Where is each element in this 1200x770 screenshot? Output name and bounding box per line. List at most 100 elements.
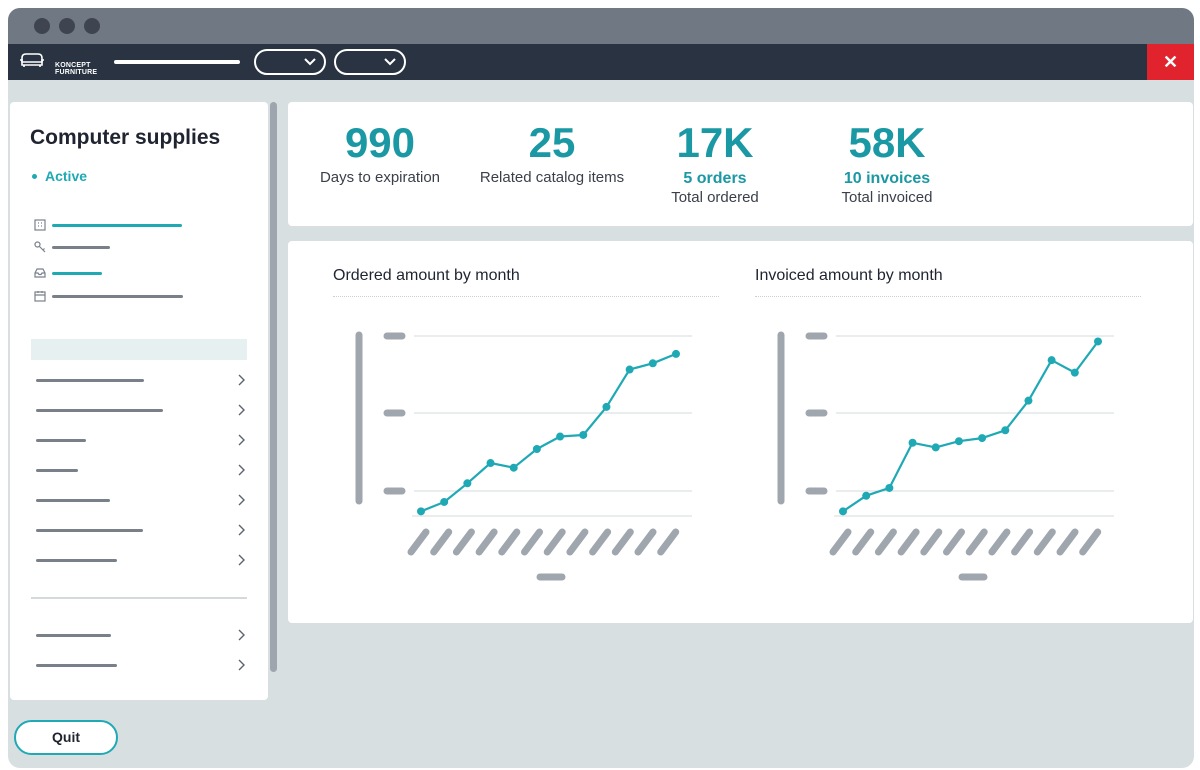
invoiced-amount-chart (777, 331, 1114, 581)
chevron-right-icon (238, 404, 245, 416)
chart-title: Ordered amount by month (333, 267, 520, 284)
data-point (463, 479, 472, 488)
data-point (579, 430, 588, 439)
x-tick-label (430, 528, 453, 556)
building-icon (34, 219, 46, 231)
brand-line-2: FURNITURE (55, 69, 98, 76)
data-point (1070, 368, 1079, 377)
close-button[interactable]: ✕ (1147, 44, 1194, 80)
filter-dropdown-2[interactable] (334, 49, 406, 75)
x-tick-label (920, 528, 943, 556)
data-point (908, 438, 917, 447)
orders-link[interactable]: 5 orders (683, 170, 747, 187)
x-tick-label (874, 528, 897, 556)
nav-item[interactable] (36, 628, 246, 644)
x-tick-label (988, 528, 1011, 556)
series-line (420, 352, 677, 513)
data-point (1094, 337, 1102, 346)
chevron-right-icon (238, 524, 245, 536)
window-control-dot[interactable] (34, 18, 50, 34)
nav-item-label (36, 409, 163, 412)
data-point (532, 444, 541, 453)
chevron-down-icon (384, 58, 396, 66)
x-tick-label (965, 528, 988, 556)
stats-card: 990 Days to expiration 25 Related catalo… (288, 102, 1193, 226)
stat-value: 58K (848, 119, 926, 166)
status-badge: Active (32, 168, 87, 184)
chevron-right-icon (238, 494, 245, 506)
nav-item[interactable] (36, 463, 246, 479)
stat-days-to-expiration: 990 Days to expiration (316, 118, 444, 187)
app-window: KONCEPT FURNITURE ✕ Computer supplies Ac… (8, 8, 1194, 768)
stat-total-invoiced: 58K 10 invoices Total invoiced (831, 118, 943, 207)
nav-item-label (36, 379, 144, 382)
quit-button[interactable]: Quit (14, 720, 118, 755)
menu-placeholder[interactable] (114, 60, 240, 64)
property-value[interactable] (52, 272, 102, 275)
nav-item[interactable] (36, 373, 246, 389)
nav-item-label (36, 529, 143, 532)
x-tick-label (543, 528, 566, 556)
data-point (648, 359, 657, 368)
sidebar-scrollbar[interactable] (270, 102, 277, 672)
sidebar: Computer supplies Active (10, 102, 268, 700)
nav-item[interactable] (36, 523, 246, 539)
data-point (1001, 426, 1010, 435)
x-tick-label (852, 528, 875, 556)
nav-item[interactable] (36, 403, 246, 419)
chevron-down-icon (304, 58, 316, 66)
chart-divider (333, 296, 719, 297)
x-tick-label (611, 528, 634, 556)
filter-dropdown-1[interactable] (254, 49, 326, 75)
divider (31, 597, 247, 599)
ordered-amount-chart (355, 331, 692, 581)
brand-logo[interactable]: KONCEPT FURNITURE (19, 52, 97, 76)
data-point (509, 463, 518, 472)
chevron-right-icon (238, 434, 245, 446)
chevron-right-icon (238, 629, 245, 641)
data-point (978, 434, 987, 443)
window-control-dot[interactable] (59, 18, 75, 34)
chevron-right-icon (238, 554, 245, 566)
nav-item[interactable] (36, 553, 246, 569)
data-point (839, 507, 847, 516)
series-line (842, 340, 1099, 513)
nav-item-label (36, 469, 78, 472)
data-point (602, 402, 611, 411)
x-tick-label (1033, 528, 1056, 556)
section-header (31, 339, 247, 360)
window-control-dot[interactable] (84, 18, 100, 34)
data-point (440, 497, 449, 506)
stat-related-catalog-items: 25 Related catalog items (476, 118, 628, 187)
nav-item-label (36, 439, 86, 442)
property-value (52, 295, 183, 298)
x-tick-label (1079, 528, 1102, 556)
stat-value: 25 (528, 119, 576, 166)
data-point (954, 437, 963, 446)
x-tick-label (521, 528, 543, 556)
menu-bar: KONCEPT FURNITURE ✕ (8, 44, 1194, 80)
nav-item[interactable] (36, 493, 246, 509)
x-tick-label (566, 528, 589, 556)
data-point (862, 491, 871, 500)
property-value[interactable] (52, 224, 182, 227)
chevron-right-icon (238, 659, 245, 671)
x-tick-label (407, 528, 430, 556)
data-point (1024, 396, 1033, 405)
data-point (672, 349, 680, 358)
nav-item[interactable] (36, 658, 246, 674)
x-tick-label (452, 528, 475, 556)
charts-card: Ordered amount by month Invoiced amount … (288, 241, 1193, 623)
invoices-link[interactable]: 10 invoices (843, 170, 931, 187)
stat-label: Total ordered (671, 189, 759, 206)
title-bar (8, 8, 1194, 44)
x-tick-label (498, 528, 521, 556)
x-tick-label (943, 528, 965, 556)
stat-label: Total invoiced (841, 189, 933, 206)
x-tick-label (589, 528, 612, 556)
sofa-icon (20, 53, 44, 67)
nav-item[interactable] (36, 433, 246, 449)
x-tick-label (657, 528, 680, 556)
chevron-right-icon (238, 464, 245, 476)
nav-item-label (36, 499, 110, 502)
